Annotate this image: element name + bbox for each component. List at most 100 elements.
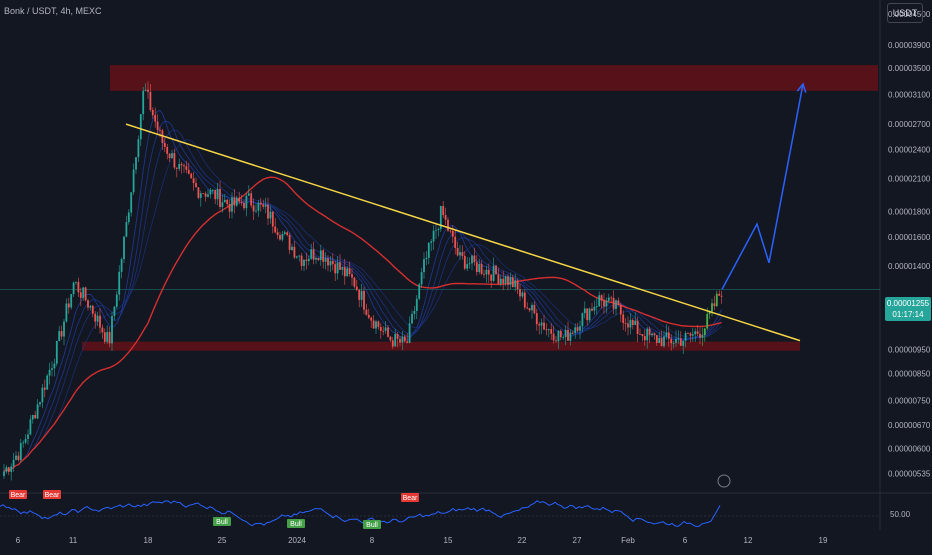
candle-body	[79, 292, 82, 298]
candle-body	[600, 295, 603, 301]
candle-body	[250, 193, 253, 206]
candle-body	[175, 167, 178, 169]
candle-body	[713, 303, 716, 307]
candle-body	[214, 189, 217, 200]
candle-body	[483, 273, 485, 275]
candle-body	[562, 336, 565, 338]
candle-body	[96, 315, 99, 322]
bear-flag	[401, 493, 419, 502]
candle-body	[456, 247, 459, 256]
candle-body	[34, 414, 37, 419]
candle-body	[163, 142, 166, 147]
candle-body	[502, 278, 505, 284]
candle-body	[228, 203, 231, 212]
candle-body	[675, 338, 677, 343]
candle-body	[269, 211, 272, 219]
time-tick-label: 8	[370, 536, 375, 545]
candle-body	[12, 459, 15, 467]
candle-body	[202, 193, 205, 195]
candle-body	[139, 114, 142, 140]
candle-body	[442, 205, 445, 216]
candle-body	[343, 267, 346, 277]
candle-body	[708, 311, 711, 314]
candle-body	[183, 165, 185, 167]
candle-body	[581, 313, 584, 327]
time-tick-label: 15	[444, 536, 453, 545]
projection-arrowhead	[796, 82, 807, 93]
candle-body	[279, 235, 281, 240]
candle-body	[365, 309, 368, 315]
candle-body	[677, 338, 680, 340]
resistance-zone	[110, 65, 878, 91]
candle-body	[459, 252, 461, 256]
candle-body	[696, 331, 699, 334]
candle-body	[377, 321, 380, 327]
candle-body	[329, 261, 332, 266]
candle-body	[305, 259, 308, 261]
candle-body	[22, 442, 25, 444]
candle-body	[593, 306, 596, 311]
candle-body	[315, 258, 317, 260]
candle-body	[346, 268, 349, 277]
candle-body	[135, 157, 137, 170]
candle-body	[521, 292, 524, 297]
candle-body	[547, 329, 550, 330]
time-tick-label: 6	[16, 536, 21, 545]
price-tick-label: 0.00001800	[888, 208, 931, 217]
candle-body	[439, 205, 442, 229]
time-tick-label: 2024	[288, 536, 306, 545]
candle-body	[389, 336, 392, 341]
currency-button[interactable]: USDT	[887, 3, 923, 23]
candle-body	[247, 193, 250, 196]
bull-flag	[213, 517, 231, 526]
candle-body	[327, 258, 329, 266]
candle-body	[634, 320, 637, 325]
candle-body	[89, 305, 92, 308]
symbol-title: Bonk / USDT, 4h, MEXC	[4, 6, 102, 16]
candle-body	[281, 234, 284, 240]
candle-body	[583, 308, 586, 314]
blue-moving-average	[3, 109, 722, 472]
candle-body	[27, 434, 29, 439]
price-tick-label: 0.00000535	[888, 469, 931, 478]
candle-body	[197, 187, 200, 198]
candle-body	[504, 276, 507, 284]
candle-body	[151, 109, 154, 116]
candle-body	[173, 153, 176, 168]
candle-body	[528, 308, 531, 311]
candle-body	[10, 466, 13, 472]
candle-body	[667, 332, 670, 339]
candle-body	[238, 197, 241, 202]
candle-body	[691, 334, 694, 336]
candle-body	[187, 169, 190, 174]
candle-body	[720, 295, 723, 297]
candle-body	[70, 294, 73, 308]
bear-flag-label: Bear	[403, 495, 418, 502]
candle-body	[447, 219, 449, 231]
candle-body	[111, 316, 113, 344]
candle-body	[43, 387, 46, 390]
bull-flag	[363, 520, 381, 529]
bull-flag-label: Bull	[290, 521, 302, 528]
price-tick-label: 0.00004500	[888, 10, 931, 19]
candle-body	[619, 305, 622, 315]
candle-body	[171, 153, 173, 159]
candle-body	[665, 332, 668, 337]
candle-body	[24, 438, 27, 443]
candle-body	[466, 264, 469, 269]
oscillator-panel: Bear Bear Bull Bull Bull Bear 50.00	[0, 490, 911, 529]
candle-body	[490, 274, 493, 281]
candle-body	[557, 330, 560, 342]
candle-body	[449, 230, 452, 232]
candle-body	[159, 129, 161, 131]
bear-flag	[43, 490, 61, 499]
candle-body	[360, 290, 363, 300]
candle-body	[106, 331, 109, 342]
candle-body	[499, 278, 502, 284]
candle-body	[427, 242, 430, 258]
candle-body	[511, 277, 514, 288]
candle-body	[399, 338, 401, 343]
candle-body	[259, 202, 262, 205]
